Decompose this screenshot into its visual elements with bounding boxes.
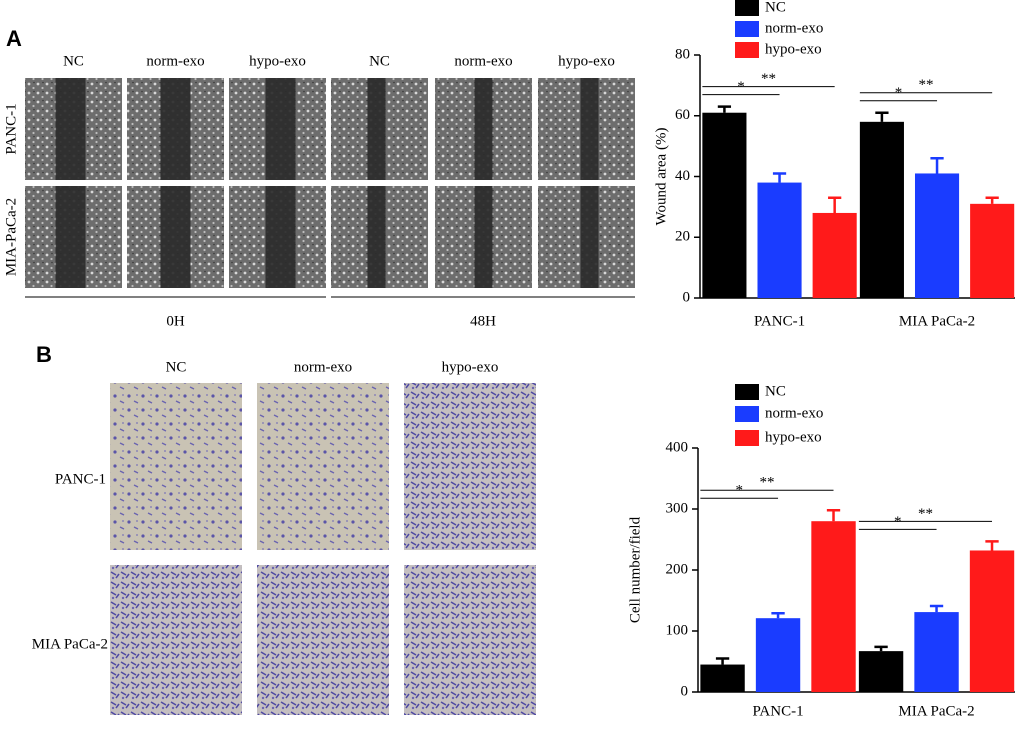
micrograph bbox=[257, 565, 389, 715]
significance-label: ** bbox=[759, 475, 774, 491]
wound-gap bbox=[265, 186, 296, 288]
y-axis-label: Wound area (%) bbox=[653, 128, 669, 226]
y-tick-label: 80 bbox=[675, 46, 690, 62]
y-tick-label: 200 bbox=[666, 561, 689, 577]
bar bbox=[970, 203, 1015, 298]
error-bar bbox=[929, 604, 944, 613]
wound-gap bbox=[265, 78, 296, 180]
error-bar bbox=[826, 508, 841, 522]
legend-swatch bbox=[735, 406, 759, 422]
error-bar bbox=[771, 612, 785, 619]
row-label: MIA-PaCa-2 bbox=[3, 198, 19, 276]
legend-label: hypo-exo bbox=[765, 41, 822, 57]
error-bar bbox=[875, 111, 889, 122]
bar bbox=[914, 612, 959, 692]
bar bbox=[969, 550, 1015, 692]
y-tick-label: 0 bbox=[683, 289, 691, 305]
y-tick-label: 20 bbox=[675, 229, 690, 245]
column-label: norm-exo bbox=[294, 359, 352, 375]
bar bbox=[702, 112, 747, 299]
wound-gap bbox=[367, 186, 386, 288]
row-label: PANC-1 bbox=[55, 471, 106, 487]
error-bar bbox=[715, 657, 730, 665]
error-bar bbox=[717, 105, 732, 113]
row-label: MIA PaCa-2 bbox=[32, 636, 108, 652]
micrograph bbox=[110, 383, 242, 550]
significance-label: ** bbox=[919, 77, 934, 93]
bar bbox=[858, 651, 904, 692]
wound-gap bbox=[580, 78, 599, 180]
panel-label: A bbox=[6, 26, 22, 51]
legend-swatch bbox=[735, 0, 759, 16]
wound-gap bbox=[580, 186, 599, 288]
y-tick-label: 40 bbox=[675, 168, 690, 184]
bar bbox=[859, 121, 904, 298]
timepoint-label: 0H bbox=[166, 313, 185, 329]
micrograph bbox=[404, 383, 536, 550]
row-label: PANC-1 bbox=[3, 103, 19, 154]
bar bbox=[757, 182, 802, 298]
column-label: hypo-exo bbox=[442, 359, 499, 375]
wound-gap bbox=[474, 78, 493, 180]
column-label: NC bbox=[166, 359, 187, 375]
error-bar bbox=[874, 645, 888, 652]
column-label: norm-exo bbox=[454, 53, 512, 69]
error-bar bbox=[930, 157, 944, 174]
column-label: hypo-exo bbox=[558, 53, 615, 69]
bar bbox=[914, 173, 960, 298]
legend-label: NC bbox=[765, 383, 786, 399]
error-bar bbox=[985, 540, 999, 551]
micrograph bbox=[404, 565, 536, 715]
legend-label: NC bbox=[765, 0, 786, 15]
y-tick-label: 0 bbox=[681, 683, 689, 699]
legend-label: norm-exo bbox=[765, 405, 823, 421]
column-label: NC bbox=[63, 53, 84, 69]
timepoint-label: 48H bbox=[470, 313, 496, 329]
wound-gap bbox=[474, 186, 493, 288]
legend-label: norm-exo bbox=[765, 20, 823, 36]
y-tick-label: 300 bbox=[666, 500, 689, 516]
x-tick-label: PANC-1 bbox=[754, 313, 805, 329]
bar bbox=[811, 521, 856, 692]
column-label: NC bbox=[369, 53, 390, 69]
error-bar bbox=[828, 196, 842, 213]
wound-gap bbox=[367, 78, 386, 180]
x-tick-label: MIA PaCa-2 bbox=[899, 313, 975, 329]
x-tick-label: PANC-1 bbox=[752, 703, 803, 719]
legend-swatch bbox=[735, 384, 759, 400]
column-label: hypo-exo bbox=[249, 53, 306, 69]
wound-gap bbox=[160, 186, 191, 288]
bar bbox=[755, 618, 801, 692]
bar bbox=[700, 664, 745, 692]
legend-swatch bbox=[735, 430, 759, 446]
panel-label: B bbox=[36, 342, 52, 367]
wound-gap bbox=[55, 78, 86, 180]
micrograph bbox=[257, 383, 389, 550]
y-tick-label: 400 bbox=[666, 439, 689, 455]
wound-gap bbox=[55, 186, 86, 288]
legend-label: hypo-exo bbox=[765, 429, 822, 445]
wound-gap bbox=[160, 78, 191, 180]
column-label: norm-exo bbox=[146, 53, 204, 69]
error-bar bbox=[985, 196, 999, 204]
y-axis-label: Cell number/field bbox=[627, 516, 643, 623]
bar bbox=[812, 212, 857, 298]
significance-label: ** bbox=[761, 71, 776, 87]
legend-swatch bbox=[735, 42, 759, 58]
y-tick-label: 100 bbox=[666, 622, 689, 638]
x-tick-label: MIA PaCa-2 bbox=[898, 703, 974, 719]
error-bar bbox=[772, 172, 787, 183]
legend-swatch bbox=[735, 21, 759, 37]
micrograph bbox=[110, 565, 242, 715]
significance-label: ** bbox=[918, 506, 933, 522]
y-tick-label: 60 bbox=[675, 107, 690, 123]
